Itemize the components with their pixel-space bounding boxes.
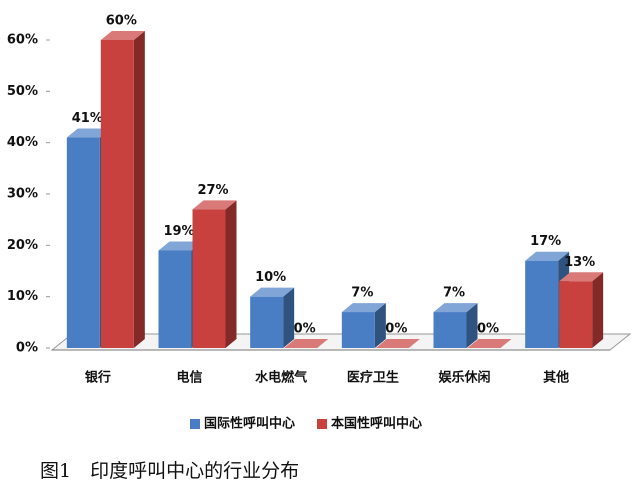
- bar-top: [559, 272, 604, 282]
- value-label: 10%: [255, 270, 286, 285]
- bar-top: [433, 303, 478, 313]
- value-label: 0%: [385, 322, 407, 337]
- value-label: 19%: [163, 224, 194, 239]
- y-tick-label: 20%: [7, 238, 38, 253]
- bar-top: [375, 339, 420, 348]
- x-tick-label: 水电燃气: [255, 370, 307, 386]
- value-label: 17%: [530, 234, 561, 249]
- caption: 图1 印度呼叫中心的行业分布: [40, 460, 299, 482]
- legend-label: 国际性呼叫中心: [204, 416, 295, 432]
- bar: [192, 200, 237, 348]
- x-tick-label: 医疗卫生: [347, 370, 399, 386]
- value-label: 60%: [106, 14, 137, 29]
- bar-top: [158, 241, 203, 251]
- bar: [341, 303, 386, 348]
- value-label: 13%: [564, 255, 595, 270]
- legend-swatch: [190, 419, 200, 429]
- bar: [375, 339, 420, 348]
- y-tick-label: 50%: [7, 84, 38, 99]
- bar-front: [341, 312, 375, 348]
- bar-top: [66, 128, 111, 138]
- bar: [250, 287, 295, 348]
- bar-top: [525, 251, 570, 261]
- bar-front: [559, 281, 593, 348]
- bar-top: [284, 339, 329, 348]
- bar: [467, 339, 512, 348]
- value-label: 7%: [351, 286, 373, 301]
- value-label: 0%: [294, 322, 316, 337]
- bar-side: [374, 303, 386, 348]
- bar-front: [192, 209, 226, 348]
- legend-swatch: [317, 419, 328, 429]
- bar: [284, 339, 329, 348]
- bar-front: [66, 137, 100, 348]
- value-label: 0%: [477, 322, 499, 337]
- bar-front: [158, 250, 192, 348]
- bar-top: [192, 200, 237, 210]
- y-tick-label: 10%: [7, 289, 38, 304]
- bar-top: [100, 31, 145, 40]
- x-tick-label: 娱乐休闲: [438, 370, 490, 386]
- value-label: 27%: [197, 183, 228, 198]
- value-label: 7%: [443, 286, 465, 301]
- bar-side: [592, 272, 604, 348]
- bar-side: [283, 287, 295, 348]
- legend-label: 本国性呼叫中心: [331, 416, 422, 432]
- bar-side: [225, 200, 237, 348]
- x-tick-label: 银行: [85, 370, 111, 386]
- bar-front: [525, 260, 559, 348]
- bar-top: [341, 303, 386, 313]
- bar: [559, 272, 604, 348]
- y-tick-label: 60%: [7, 33, 38, 48]
- bar-front: [433, 312, 467, 348]
- x-tick-label: 其他: [543, 370, 569, 386]
- bar-top: [250, 287, 295, 297]
- bar-top: [467, 339, 512, 348]
- bar-front: [100, 40, 134, 348]
- x-tick-label: 电信: [176, 370, 202, 386]
- bar: [433, 303, 478, 348]
- bar-front: [250, 296, 284, 348]
- y-tick-label: 30%: [7, 187, 38, 202]
- bar: [100, 31, 145, 348]
- bar-side: [466, 303, 478, 348]
- value-label: 41%: [72, 111, 103, 126]
- y-tick-label: 40%: [7, 135, 38, 150]
- y-tick-label: 0%: [16, 341, 38, 356]
- bar-side: [133, 31, 145, 348]
